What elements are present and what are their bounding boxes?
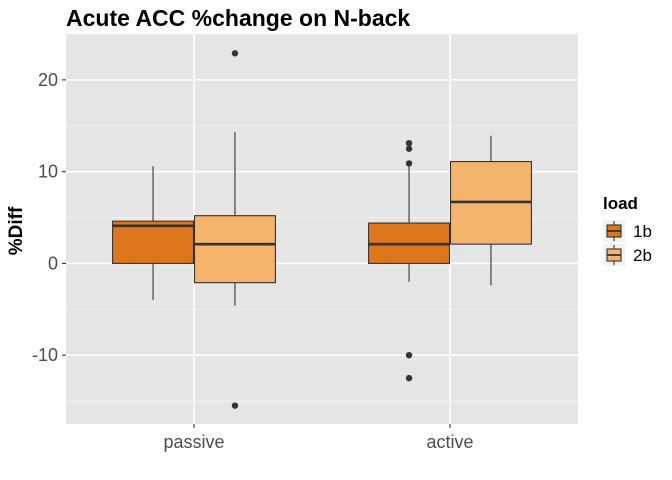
x-tick-label: active: [426, 432, 473, 452]
y-axis-title: %Diff: [6, 206, 27, 255]
y-tick-label: -10: [32, 345, 58, 365]
outlier-point: [405, 160, 413, 167]
box-marks: [112, 50, 532, 409]
box-2b-active: [449, 135, 532, 286]
chart-title: Acute ACC %change on N-back: [66, 5, 410, 31]
y-axis-ticks: -10 0 10 20: [32, 70, 66, 365]
box-1b-active: [368, 140, 451, 382]
outlier-point: [231, 50, 239, 57]
outlier-point: [231, 402, 239, 409]
legend-key-2b: [603, 244, 625, 266]
x-axis-ticks: passive active: [163, 424, 474, 452]
y-tick-label: 0: [48, 253, 58, 273]
box-2b-passive: [193, 50, 276, 409]
box-iqr: [193, 215, 276, 284]
outlier-point: [405, 140, 413, 147]
legend-title: load: [603, 194, 638, 213]
legend-label-2b: 2b: [633, 246, 652, 265]
legend-label-1b: 1b: [633, 222, 652, 241]
y-tick-label: 10: [38, 162, 58, 182]
legend-key-1b: [603, 220, 625, 242]
legend: load 1b 2b: [603, 194, 652, 266]
x-tick-label: passive: [163, 432, 224, 452]
outlier-point: [405, 374, 413, 382]
box-iqr: [112, 220, 195, 264]
box-1b-passive: [112, 166, 195, 301]
outlier-point: [405, 145, 413, 152]
y-tick-label: 20: [38, 70, 58, 90]
outlier-point: [405, 351, 413, 359]
